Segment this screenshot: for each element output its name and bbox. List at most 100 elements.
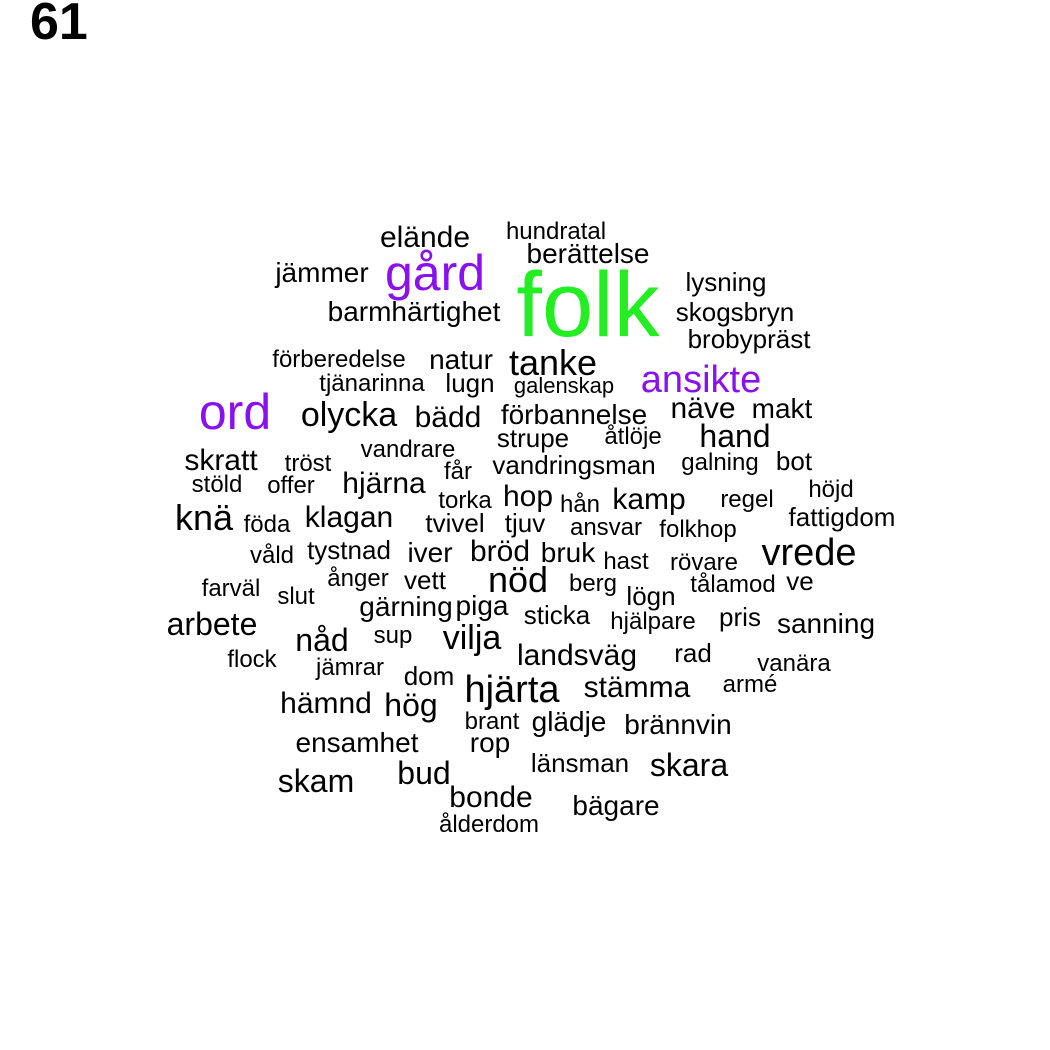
cloud-word-olycka: olycka xyxy=(300,396,398,434)
cloud-word-klagan: klagan xyxy=(304,501,394,534)
cloud-word-gladje: glädje xyxy=(531,706,607,737)
cloud-word-lysning: lysning xyxy=(685,267,767,297)
cloud-word-hojd: höjd xyxy=(808,476,854,503)
cloud-word-tjuv: tjuv xyxy=(504,508,546,538)
cloud-word-kna: knä xyxy=(174,497,234,538)
cloud-word-flock: flock xyxy=(227,646,277,673)
cloud-word-ensamhet: ensamhet xyxy=(295,727,419,758)
cloud-word-galenskap: galenskap xyxy=(513,373,615,398)
cloud-word-jamrar: jämrar xyxy=(315,654,385,681)
cloud-word-hast: hast xyxy=(603,548,649,575)
cloud-word-barmhartighet: barmhärtighet xyxy=(327,296,501,327)
cloud-word-folk: folk xyxy=(516,254,660,356)
cloud-word-tanke: tanke xyxy=(508,342,598,383)
cloud-word-bonde: bonde xyxy=(449,781,533,814)
cloud-word-hjarta: hjärta xyxy=(464,669,560,711)
cloud-word-bot: bot xyxy=(775,446,813,476)
cloud-word-badd: bädd xyxy=(414,401,482,434)
cloud-word-vandringsman: vandringsman xyxy=(492,450,656,480)
cloud-word-offer: offer xyxy=(267,472,315,499)
cloud-word-han: hån xyxy=(559,491,601,518)
cloud-word-rovare: rövare xyxy=(669,549,739,576)
cloud-word-forbannelse: förbannelse xyxy=(500,399,648,430)
cloud-word-hundratal: hundratal xyxy=(505,218,607,245)
cloud-word-landsvag: landsväg xyxy=(516,639,638,672)
cloud-word-brant: brant xyxy=(464,708,520,735)
cloud-word-vandrare: vandrare xyxy=(360,436,456,463)
cloud-word-skogsbryn: skogsbryn xyxy=(675,297,795,327)
cloud-word-sticka: sticka xyxy=(523,600,591,630)
cloud-word-kamp: kamp xyxy=(612,483,686,516)
cloud-word-nad: nåd xyxy=(295,622,349,658)
cloud-word-ord: ord xyxy=(198,384,272,440)
cloud-word-anger: ånger xyxy=(327,565,389,592)
cloud-word-galning: galning xyxy=(681,449,759,476)
cloud-word-hand: hand xyxy=(699,418,771,454)
cloud-word-rop: rop xyxy=(469,727,511,758)
cloud-word-hjalpare: hjälpare xyxy=(610,608,696,635)
cloud-word-piga: piga xyxy=(455,590,509,621)
cloud-word-elande: elände xyxy=(379,221,471,254)
page-number: 61 xyxy=(30,0,88,51)
cloud-word-ansikte: ansikte xyxy=(640,359,762,401)
cloud-word-tvivel: tvivel xyxy=(425,508,485,538)
cloud-word-skara: skara xyxy=(649,747,729,783)
cloud-word-vanara: vanära xyxy=(757,650,831,677)
cloud-word-vilja: vilja xyxy=(442,619,502,657)
cloud-word-skam: skam xyxy=(277,763,355,799)
cloud-word-logn: lögn xyxy=(626,581,676,611)
cloud-word-stold: stöld xyxy=(191,471,243,498)
cloud-word-tjanarinna: tjänarinna xyxy=(319,370,425,397)
cloud-word-vald: våld xyxy=(249,542,295,569)
cloud-word-hog: hög xyxy=(384,687,438,723)
cloud-word-fattigdom: fattigdom xyxy=(788,502,896,532)
cloud-word-sup: sup xyxy=(373,622,413,649)
cloud-word-brod: bröd xyxy=(469,535,531,568)
cloud-word-iver: iver xyxy=(407,537,453,568)
cloud-word-regel: regel xyxy=(720,486,774,513)
cloud-word-stamma: stämma xyxy=(583,671,691,704)
cloud-word-forberedelse: förberedelse xyxy=(272,346,406,373)
cloud-word-berattelse: berättelse xyxy=(526,238,650,269)
cloud-word-sanning: sanning xyxy=(776,608,876,639)
cloud-word-talamod: tålamod xyxy=(690,571,776,598)
cloud-word-hjarna: hjärna xyxy=(342,467,426,500)
cloud-word-lansman: länsman xyxy=(530,748,630,778)
cloud-word-ve: ve xyxy=(786,566,814,596)
cloud-word-makt: makt xyxy=(751,393,813,424)
cloud-word-trost: tröst xyxy=(284,450,332,477)
cloud-word-farval: farväl xyxy=(201,575,261,602)
cloud-word-atloje: åtlöje xyxy=(604,423,662,450)
cloud-word-vett: vett xyxy=(404,565,446,595)
cloud-word-hamnd: hämnd xyxy=(280,687,372,720)
cloud-word-rad: rad xyxy=(674,638,712,668)
cloud-word-bagare: bägare xyxy=(572,790,660,821)
cloud-word-slut: slut xyxy=(277,583,315,610)
cloud-word-torka: torka xyxy=(438,487,492,514)
cloud-word-nod: nöd xyxy=(487,559,549,600)
cloud-word-foda: föda xyxy=(243,511,291,538)
cloud-word-tystnad: tystnad xyxy=(307,535,391,565)
cloud-word-skratt: skratt xyxy=(184,444,258,477)
cloud-word-strupe: strupe xyxy=(496,423,570,453)
cloud-word-brobyprast: brobypräst xyxy=(687,324,811,354)
cloud-word-ansvar: ansvar xyxy=(569,514,643,541)
cloud-word-jammer: jämmer xyxy=(275,257,369,288)
cloud-word-hop: hop xyxy=(502,480,554,513)
cloud-word-nave: näve xyxy=(670,392,736,425)
cloud-word-bruk: bruk xyxy=(540,537,596,568)
cloud-word-gard: gård xyxy=(384,245,486,301)
cloud-word-berg: berg xyxy=(568,570,618,597)
cloud-word-natur: natur xyxy=(429,344,493,375)
cloud-word-garning: gärning xyxy=(359,591,453,622)
cloud-word-alderdom: ålderdom xyxy=(438,811,540,838)
cloud-word-folkhop: folkhop xyxy=(659,516,737,543)
cloud-word-arm-: armé xyxy=(722,671,778,698)
cloud-word-arbete: arbete xyxy=(166,606,258,642)
cloud-word-far: får xyxy=(443,458,473,485)
cloud-word-pris: pris xyxy=(719,602,761,632)
cloud-word-vrede: vrede xyxy=(761,532,857,574)
cloud-word-brannvin: brännvin xyxy=(624,709,732,740)
cloud-word-bud: bud xyxy=(397,755,451,791)
